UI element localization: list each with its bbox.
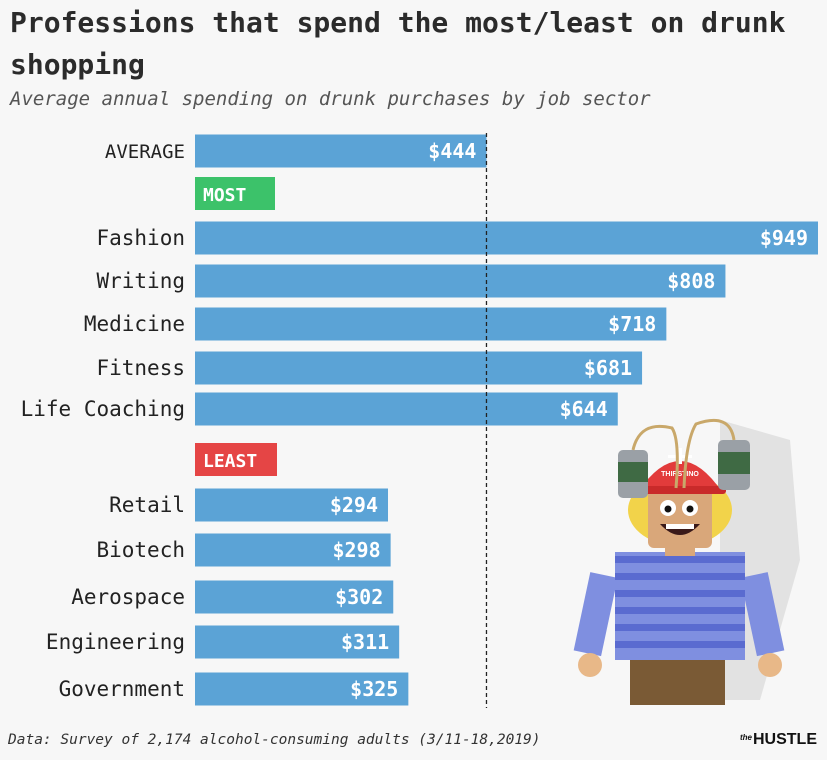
mascot-pants xyxy=(630,655,725,705)
mascot-right-hand xyxy=(758,653,782,677)
category-label-least-0: Retail xyxy=(109,493,185,517)
data-label-most-2: $718 xyxy=(608,312,656,336)
mascot-helmet-text: THIRSTINO xyxy=(661,471,699,478)
data-source-note: Data: Survey of 2,174 alcohol-consuming … xyxy=(8,732,541,748)
category-label-least-3: Engineering xyxy=(46,630,185,654)
data-label-most-4: $644 xyxy=(560,397,608,421)
beer-helmet-mascot-icon: THIRSTINO xyxy=(573,419,800,705)
mascot-helmet-cross-v xyxy=(678,448,682,464)
mascot-teeth xyxy=(666,524,694,529)
brand-logo: theHUSTLE xyxy=(740,731,817,749)
category-label-least-1: Biotech xyxy=(96,538,185,562)
bar-most-4 xyxy=(195,392,618,426)
data-label-least-0: $294 xyxy=(330,493,378,517)
category-label-least-2: Aerospace xyxy=(71,585,185,609)
category-label-least-4: Government xyxy=(59,677,185,701)
mascot-stripe-3 xyxy=(615,607,745,614)
data-label-average: $444 xyxy=(428,139,476,163)
mascot-stripe-4 xyxy=(615,624,745,631)
mascot-right-straw xyxy=(682,419,736,489)
data-label-most-3: $681 xyxy=(584,356,632,380)
bar-least-0 xyxy=(195,488,389,522)
mascot-helmet xyxy=(638,461,722,492)
bar-average xyxy=(195,134,487,168)
mascot-left-straw xyxy=(631,424,679,489)
data-label-least-2: $302 xyxy=(335,585,383,609)
data-label-least-4: $325 xyxy=(350,677,398,701)
category-label-most-0: Fashion xyxy=(96,226,185,250)
group-tag-least xyxy=(195,443,277,476)
category-label-most-3: Fitness xyxy=(96,356,185,380)
category-label-most-1: Writing xyxy=(96,269,185,293)
chart-subtitle: Average annual spending on drunk purchas… xyxy=(10,88,651,110)
bar-least-4 xyxy=(195,672,409,706)
data-label-least-3: $311 xyxy=(341,630,389,654)
data-label-most-0: $949 xyxy=(760,226,808,250)
bar-least-2 xyxy=(195,580,394,614)
bar-most-1 xyxy=(195,264,726,298)
category-label-most-2: Medicine xyxy=(84,312,185,336)
bar-chart: $444 AVERAGE MOST $949 Fashion $808 Writing $71… xyxy=(21,133,818,708)
mascot-left-hand xyxy=(578,653,602,677)
bar-most-2 xyxy=(195,307,667,341)
bar-least-3 xyxy=(195,625,400,659)
mascot-right-can-label xyxy=(718,452,750,474)
data-label-least-1: $298 xyxy=(332,538,380,562)
mascot-right-arm xyxy=(740,572,785,657)
chart-title: Professions that spend the most/least on… xyxy=(10,6,786,81)
category-label-average: AVERAGE xyxy=(105,141,185,163)
mascot-stripe-5 xyxy=(615,641,745,648)
mascot-helmet-brim xyxy=(634,486,726,494)
group-tag-label-most: MOST xyxy=(203,185,247,206)
mascot-left-can-label xyxy=(618,462,648,482)
data-label-most-1: $808 xyxy=(667,269,715,293)
mascot-face xyxy=(648,488,712,548)
bar-least-1 xyxy=(195,533,391,567)
mascot-left-arm xyxy=(573,572,618,657)
mascot-stripe-0 xyxy=(615,556,745,563)
mascot-left-pupil xyxy=(664,505,672,513)
bar-most-3 xyxy=(195,351,643,385)
group-tag-most xyxy=(195,177,275,210)
bar-most-0 xyxy=(195,221,818,255)
brand-logo-name: HUSTLE xyxy=(753,731,817,748)
group-tag-label-least: LEAST xyxy=(203,451,257,472)
brand-logo-prefix: the xyxy=(740,733,752,742)
category-label-most-4: Life Coaching xyxy=(21,397,185,421)
mascot-stripe-2 xyxy=(615,590,745,597)
mascot-stripe-1 xyxy=(615,573,745,580)
mascot-right-pupil xyxy=(686,505,694,513)
